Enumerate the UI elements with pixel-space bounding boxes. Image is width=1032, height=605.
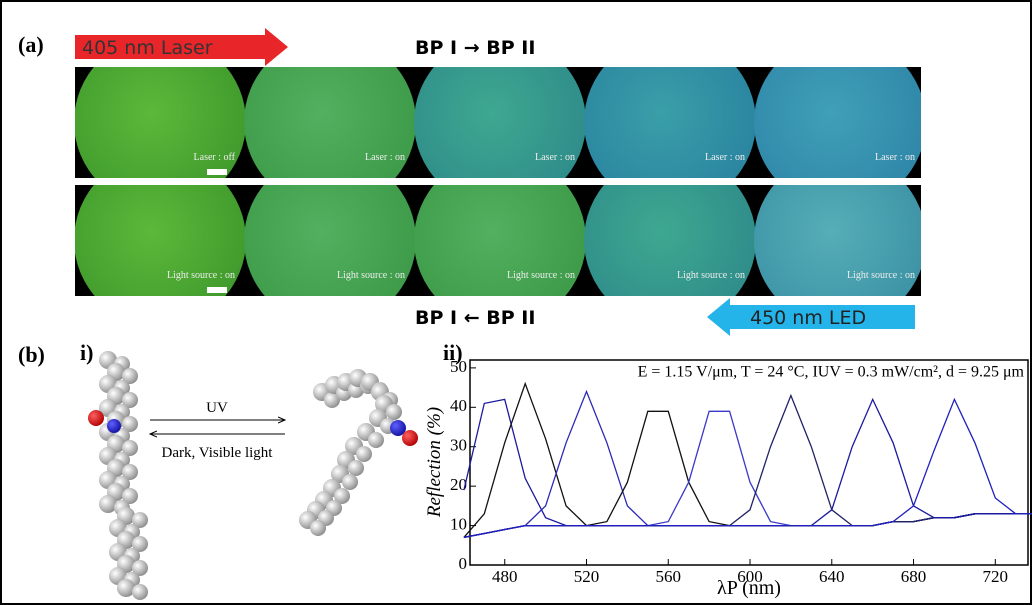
image-caption: Light source : on <box>167 270 235 281</box>
reflection-curve <box>463 381 1032 538</box>
micrograph <box>754 67 921 178</box>
image-caption: Laser : on <box>705 152 745 163</box>
atom <box>132 560 148 576</box>
uv-label: UV <box>206 400 228 416</box>
plot-frame <box>469 359 1029 566</box>
scale-bar <box>207 169 227 175</box>
y-axis-label: Reflection (%) <box>424 407 445 518</box>
image-row: Light source : on Light source : on Light … <box>75 185 921 296</box>
micrograph <box>244 185 416 296</box>
laser-label: 405 nm Laser <box>82 37 213 59</box>
annotation: E = 1.15 V/μm, T = 24 °C, IUV = 0.3 mW/c… <box>638 364 1025 381</box>
atom <box>390 420 406 436</box>
x-axis-label: λP (nm) <box>717 577 781 599</box>
atom <box>122 368 138 384</box>
image-caption: Light source : on <box>677 270 745 281</box>
atom <box>132 584 148 600</box>
reverse-label: Dark, Visible light <box>162 445 274 461</box>
x-tick-label: 640 <box>819 567 845 586</box>
y-tick-label: 10 <box>450 514 467 533</box>
atom <box>107 419 121 433</box>
micrograph <box>414 67 586 178</box>
scale-bar <box>207 287 227 293</box>
atom <box>132 536 148 552</box>
atom <box>122 440 138 456</box>
image-caption: Laser : on <box>535 152 575 163</box>
atom <box>386 404 402 420</box>
panel-b: (b) i) UV Dark, Visible light ii) <box>18 340 463 461</box>
atom <box>132 512 148 528</box>
y-tick-label: 40 <box>450 396 467 415</box>
y-tick-label: 50 <box>450 357 467 376</box>
micrograph <box>75 185 246 296</box>
panel-label: (b) <box>18 342 45 367</box>
atom <box>348 460 364 476</box>
micrograph <box>414 185 586 296</box>
micrograph <box>584 185 756 296</box>
atom <box>310 520 326 536</box>
atom <box>356 446 372 462</box>
image-caption: Laser : on <box>365 152 405 163</box>
laser-arrow <box>75 28 288 66</box>
reflection-curve <box>463 397 1032 539</box>
image-caption: Light source : on <box>337 270 405 281</box>
led-label: 450 nm LED <box>750 307 866 329</box>
reflection-curve <box>463 389 1032 539</box>
reflection-curve <box>463 393 1032 539</box>
transition-label: BP I → BP II <box>415 37 535 59</box>
x-tick-label: 720 <box>983 567 1009 586</box>
image-caption: Laser : off <box>194 152 236 163</box>
micrograph <box>244 67 416 178</box>
atom <box>117 579 135 597</box>
led-arrow <box>707 298 915 336</box>
x-tick-label: 560 <box>656 567 682 586</box>
atom <box>122 488 138 504</box>
sub-label: ii) <box>443 340 463 365</box>
transition-label: BP I ← BP II <box>415 307 535 329</box>
x-tick-label: 480 <box>492 567 518 586</box>
atom <box>368 432 384 448</box>
micrograph <box>584 67 756 178</box>
atom <box>342 474 358 490</box>
atom <box>122 416 138 432</box>
atom <box>88 410 104 426</box>
x-tick-label: 520 <box>574 567 600 586</box>
y-tick-label: 0 <box>459 554 468 573</box>
micrograph <box>75 67 246 178</box>
atom <box>334 488 350 504</box>
sub-label: i) <box>80 340 93 365</box>
y-tick-label: 20 <box>450 475 467 494</box>
atom <box>324 392 340 408</box>
molecule-model <box>88 351 418 600</box>
panel-label: (a) <box>18 32 44 57</box>
x-tick-label: 600 <box>737 567 763 586</box>
x-tick-label: 680 <box>901 567 927 586</box>
atom <box>402 430 418 446</box>
atom <box>122 464 138 480</box>
atom <box>99 495 117 513</box>
image-caption: Laser : on <box>875 152 915 163</box>
micrograph <box>754 185 921 296</box>
image-row: Laser : off Laser : on Laser : on Laser : o… <box>75 67 921 178</box>
atom <box>122 392 138 408</box>
y-tick-label: 30 <box>450 436 467 455</box>
image-caption: Light source : on <box>507 270 575 281</box>
image-caption: Light source : on <box>847 270 915 281</box>
